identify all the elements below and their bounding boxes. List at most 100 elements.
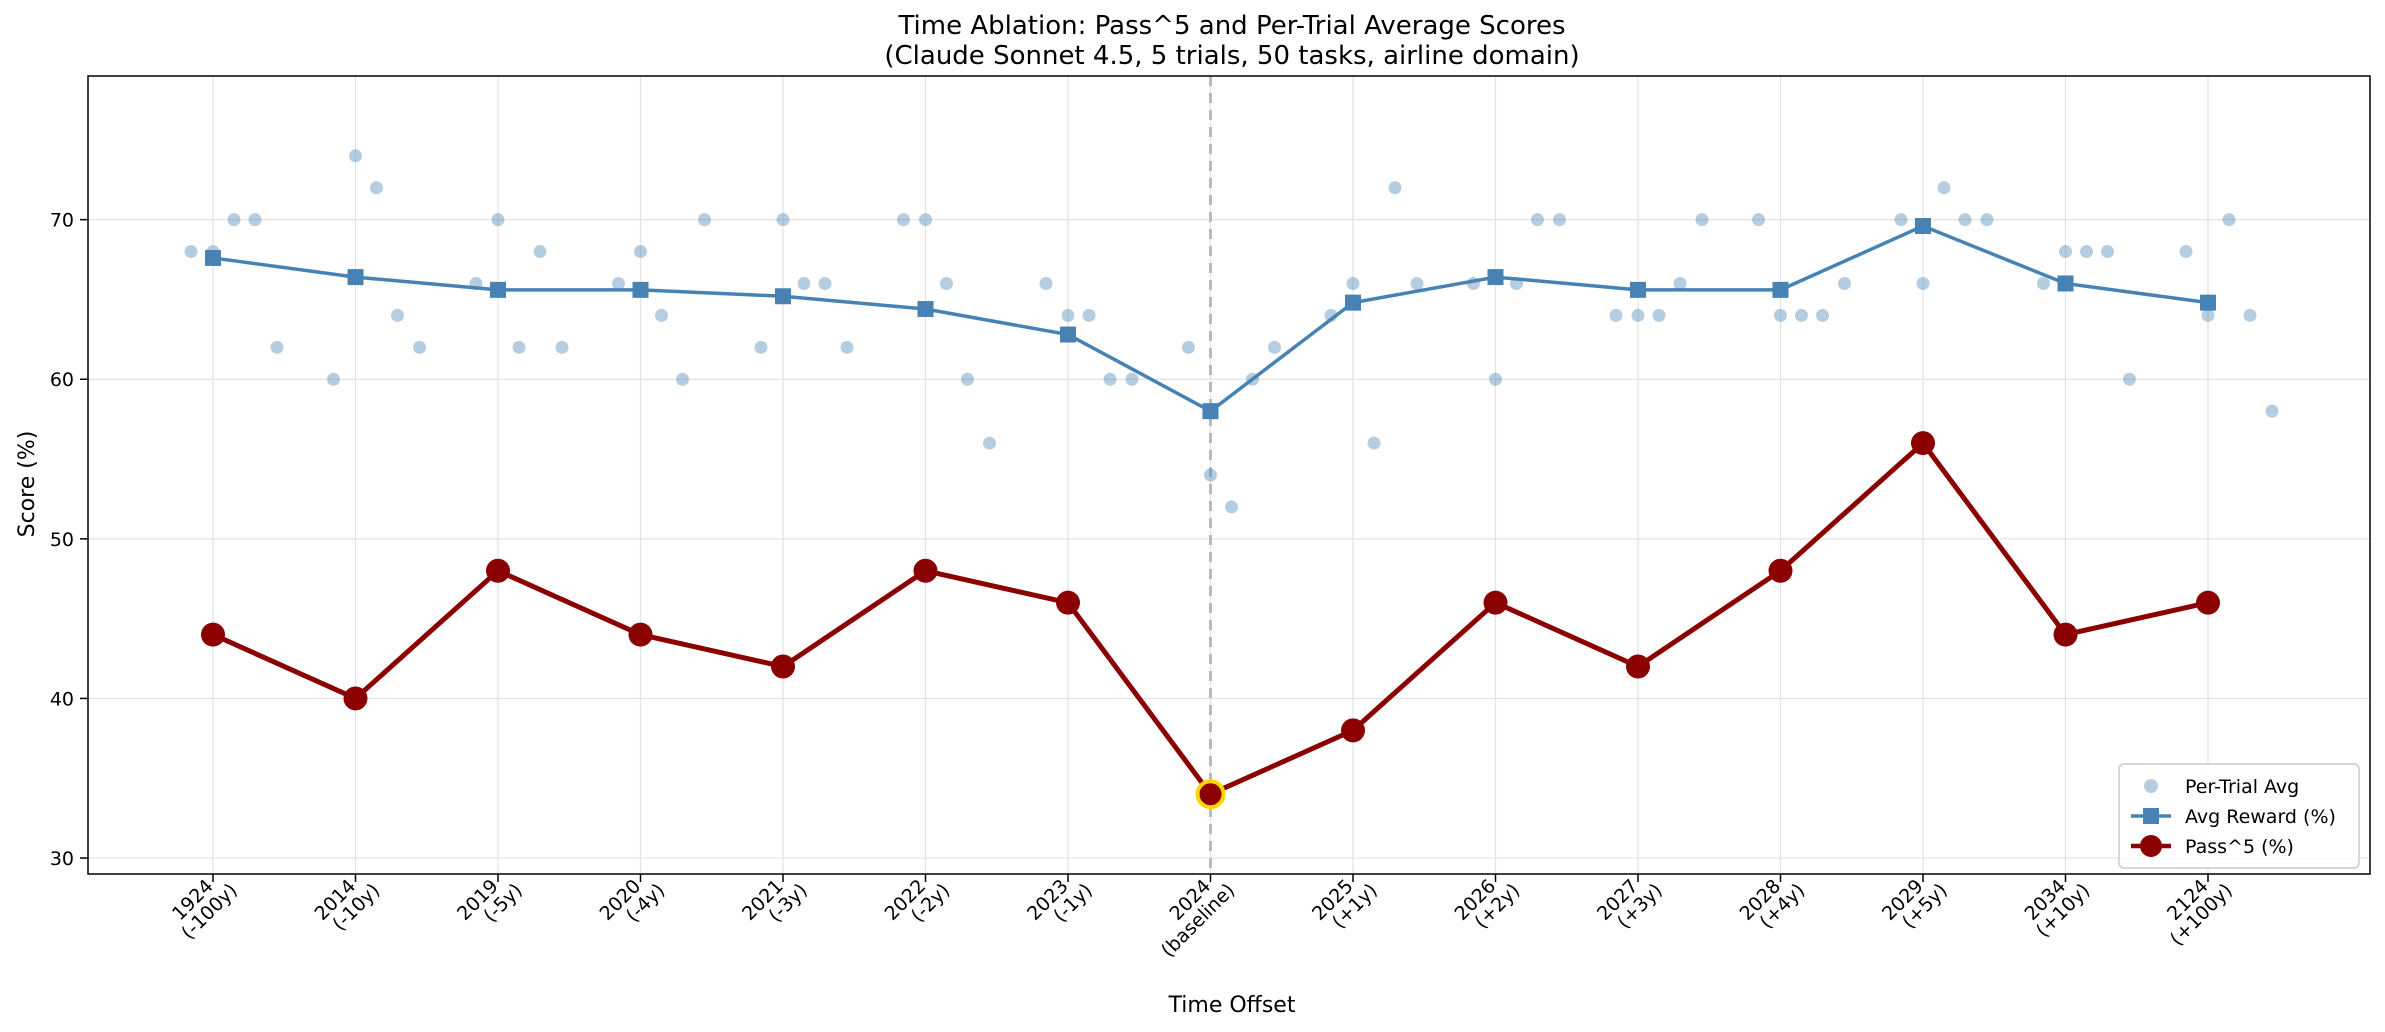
legend: Per-Trial Avg Avg Reward (%) Pass^5 (%) bbox=[2118, 763, 2360, 869]
per-trial-point bbox=[349, 149, 362, 163]
y-tick-label: 30 bbox=[50, 848, 74, 870]
avg-reward-point bbox=[2200, 294, 2216, 311]
y-tick-label: 70 bbox=[50, 210, 74, 232]
per-trial-point bbox=[1609, 308, 1623, 322]
per-trial-point bbox=[2080, 245, 2093, 259]
x-tick-label: 2021(-3y) bbox=[738, 875, 812, 927]
y-tick-label: 60 bbox=[50, 369, 74, 391]
per-trial-point bbox=[1631, 308, 1645, 322]
per-trial-point bbox=[1410, 276, 1424, 290]
per-trial-point bbox=[676, 372, 689, 386]
plot-frame bbox=[87, 75, 2371, 875]
per-trial-point bbox=[2265, 404, 2279, 418]
pass5-point bbox=[2053, 622, 2078, 647]
per-trial-point bbox=[1061, 308, 1075, 322]
per-trial-point bbox=[1082, 308, 1096, 322]
per-trial-point bbox=[612, 276, 625, 290]
per-trial-point bbox=[533, 245, 547, 259]
per-trial-point bbox=[2037, 276, 2050, 290]
x-tick-label: 2124(+100y) bbox=[2163, 875, 2237, 950]
per-trial-point bbox=[2201, 308, 2215, 322]
per-trial-point bbox=[555, 340, 569, 354]
per-trial-point bbox=[1673, 276, 1687, 290]
legend-marker-avg-reward bbox=[2143, 808, 2159, 824]
per-trial-point bbox=[1225, 500, 1238, 514]
x-tick-label: 2026(+2y) bbox=[1450, 875, 1524, 933]
per-trial-point bbox=[2123, 372, 2136, 386]
per-trial-point bbox=[1346, 276, 1360, 290]
per-trial-point bbox=[1752, 213, 1765, 227]
per-trial-point bbox=[2222, 213, 2236, 227]
y-tick-label: 50 bbox=[50, 529, 74, 551]
per-trial-point bbox=[1125, 372, 1139, 386]
per-trial-point bbox=[776, 213, 790, 227]
per-trial-point bbox=[1980, 213, 1994, 227]
per-trial-point bbox=[1652, 308, 1666, 322]
per-trial-point bbox=[270, 340, 284, 354]
legend-marker-pass5 bbox=[2140, 835, 2162, 857]
legend-label-avg-reward: Avg Reward (%) bbox=[2185, 806, 2336, 828]
per-trial-point bbox=[754, 340, 768, 354]
chart-title: Time Ablation: Pass^5 and Per-Trial Aver… bbox=[897, 11, 1565, 41]
avg-reward-point bbox=[1487, 269, 1504, 286]
pass5-series bbox=[201, 431, 2220, 810]
per-trial-point bbox=[184, 245, 198, 259]
x-tick-label: 2014(-10y) bbox=[310, 875, 384, 935]
per-trial-point bbox=[1268, 340, 1281, 354]
per-trial-point bbox=[327, 372, 340, 386]
per-trial-point bbox=[1182, 340, 1195, 354]
per-trial-point bbox=[940, 276, 953, 290]
x-tick-label: 2027(+3y) bbox=[1593, 875, 1667, 933]
avg-reward-point bbox=[347, 269, 364, 286]
per-trial-point bbox=[1489, 372, 1502, 386]
per-trial-point bbox=[1553, 213, 1566, 227]
avg-reward-point bbox=[917, 301, 934, 318]
x-tick-label: 2025(+1y) bbox=[1308, 875, 1382, 933]
chart-subtitle: (Claude Sonnet 4.5, 5 trials, 50 tasks, … bbox=[884, 41, 1579, 71]
pass5-point bbox=[628, 622, 653, 647]
avg-reward-point bbox=[1345, 294, 1361, 311]
x-tick-label: 2029(+5y) bbox=[1878, 875, 1952, 933]
x-tick-label: 1924(-100y) bbox=[168, 875, 242, 944]
pass5-point bbox=[913, 558, 938, 583]
avg-reward-point bbox=[1915, 218, 1931, 235]
per-trial-point bbox=[1367, 436, 1381, 450]
avg-reward-point bbox=[1060, 326, 1076, 343]
per-trial-point bbox=[1388, 181, 1402, 195]
x-axis-label: Time Offset bbox=[1168, 993, 1296, 1018]
legend-label-per-trial: Per-Trial Avg bbox=[2185, 776, 2299, 798]
legend-label-pass5: Pass^5 (%) bbox=[2185, 836, 2294, 858]
y-axis-label: Score (%) bbox=[15, 431, 40, 538]
legend-marker-per-trial bbox=[2144, 779, 2158, 793]
pass5-baseline-point bbox=[1195, 779, 1226, 810]
per-trial-point bbox=[1774, 308, 1787, 322]
pass5-point bbox=[1626, 654, 1650, 679]
pass5-point bbox=[2196, 590, 2220, 615]
avg-reward-series bbox=[205, 218, 2216, 420]
per-trial-point bbox=[1039, 276, 1053, 290]
avg-reward-point bbox=[490, 281, 506, 298]
avg-reward-point bbox=[2057, 275, 2074, 292]
pass5-point bbox=[771, 654, 795, 679]
per-trial-point bbox=[1916, 276, 1930, 290]
pass5-point bbox=[1341, 718, 1365, 743]
per-trial-point bbox=[1937, 181, 1951, 195]
per-trial-point bbox=[370, 181, 383, 195]
pass5-point bbox=[343, 686, 368, 711]
per-trial-point bbox=[840, 340, 854, 354]
avg-reward-point bbox=[632, 281, 649, 298]
y-tick-label: 40 bbox=[50, 688, 74, 710]
avg-reward-point bbox=[1202, 403, 1219, 420]
pass5-point bbox=[1483, 590, 1508, 615]
y-axis-ticks: 30 40 50 60 70 bbox=[50, 210, 88, 870]
x-tick-label: 2023(-1y) bbox=[1023, 875, 1097, 927]
per-trial-point bbox=[2179, 245, 2193, 259]
x-tick-label: 2020(-4y) bbox=[595, 875, 669, 927]
per-trial-point bbox=[248, 213, 262, 227]
per-trial-point bbox=[2059, 245, 2072, 259]
x-tick-label: 2024(baseline) bbox=[1157, 875, 1239, 962]
per-trial-point bbox=[818, 276, 832, 290]
pass5-point bbox=[1056, 590, 1080, 615]
per-trial-point bbox=[897, 213, 910, 227]
